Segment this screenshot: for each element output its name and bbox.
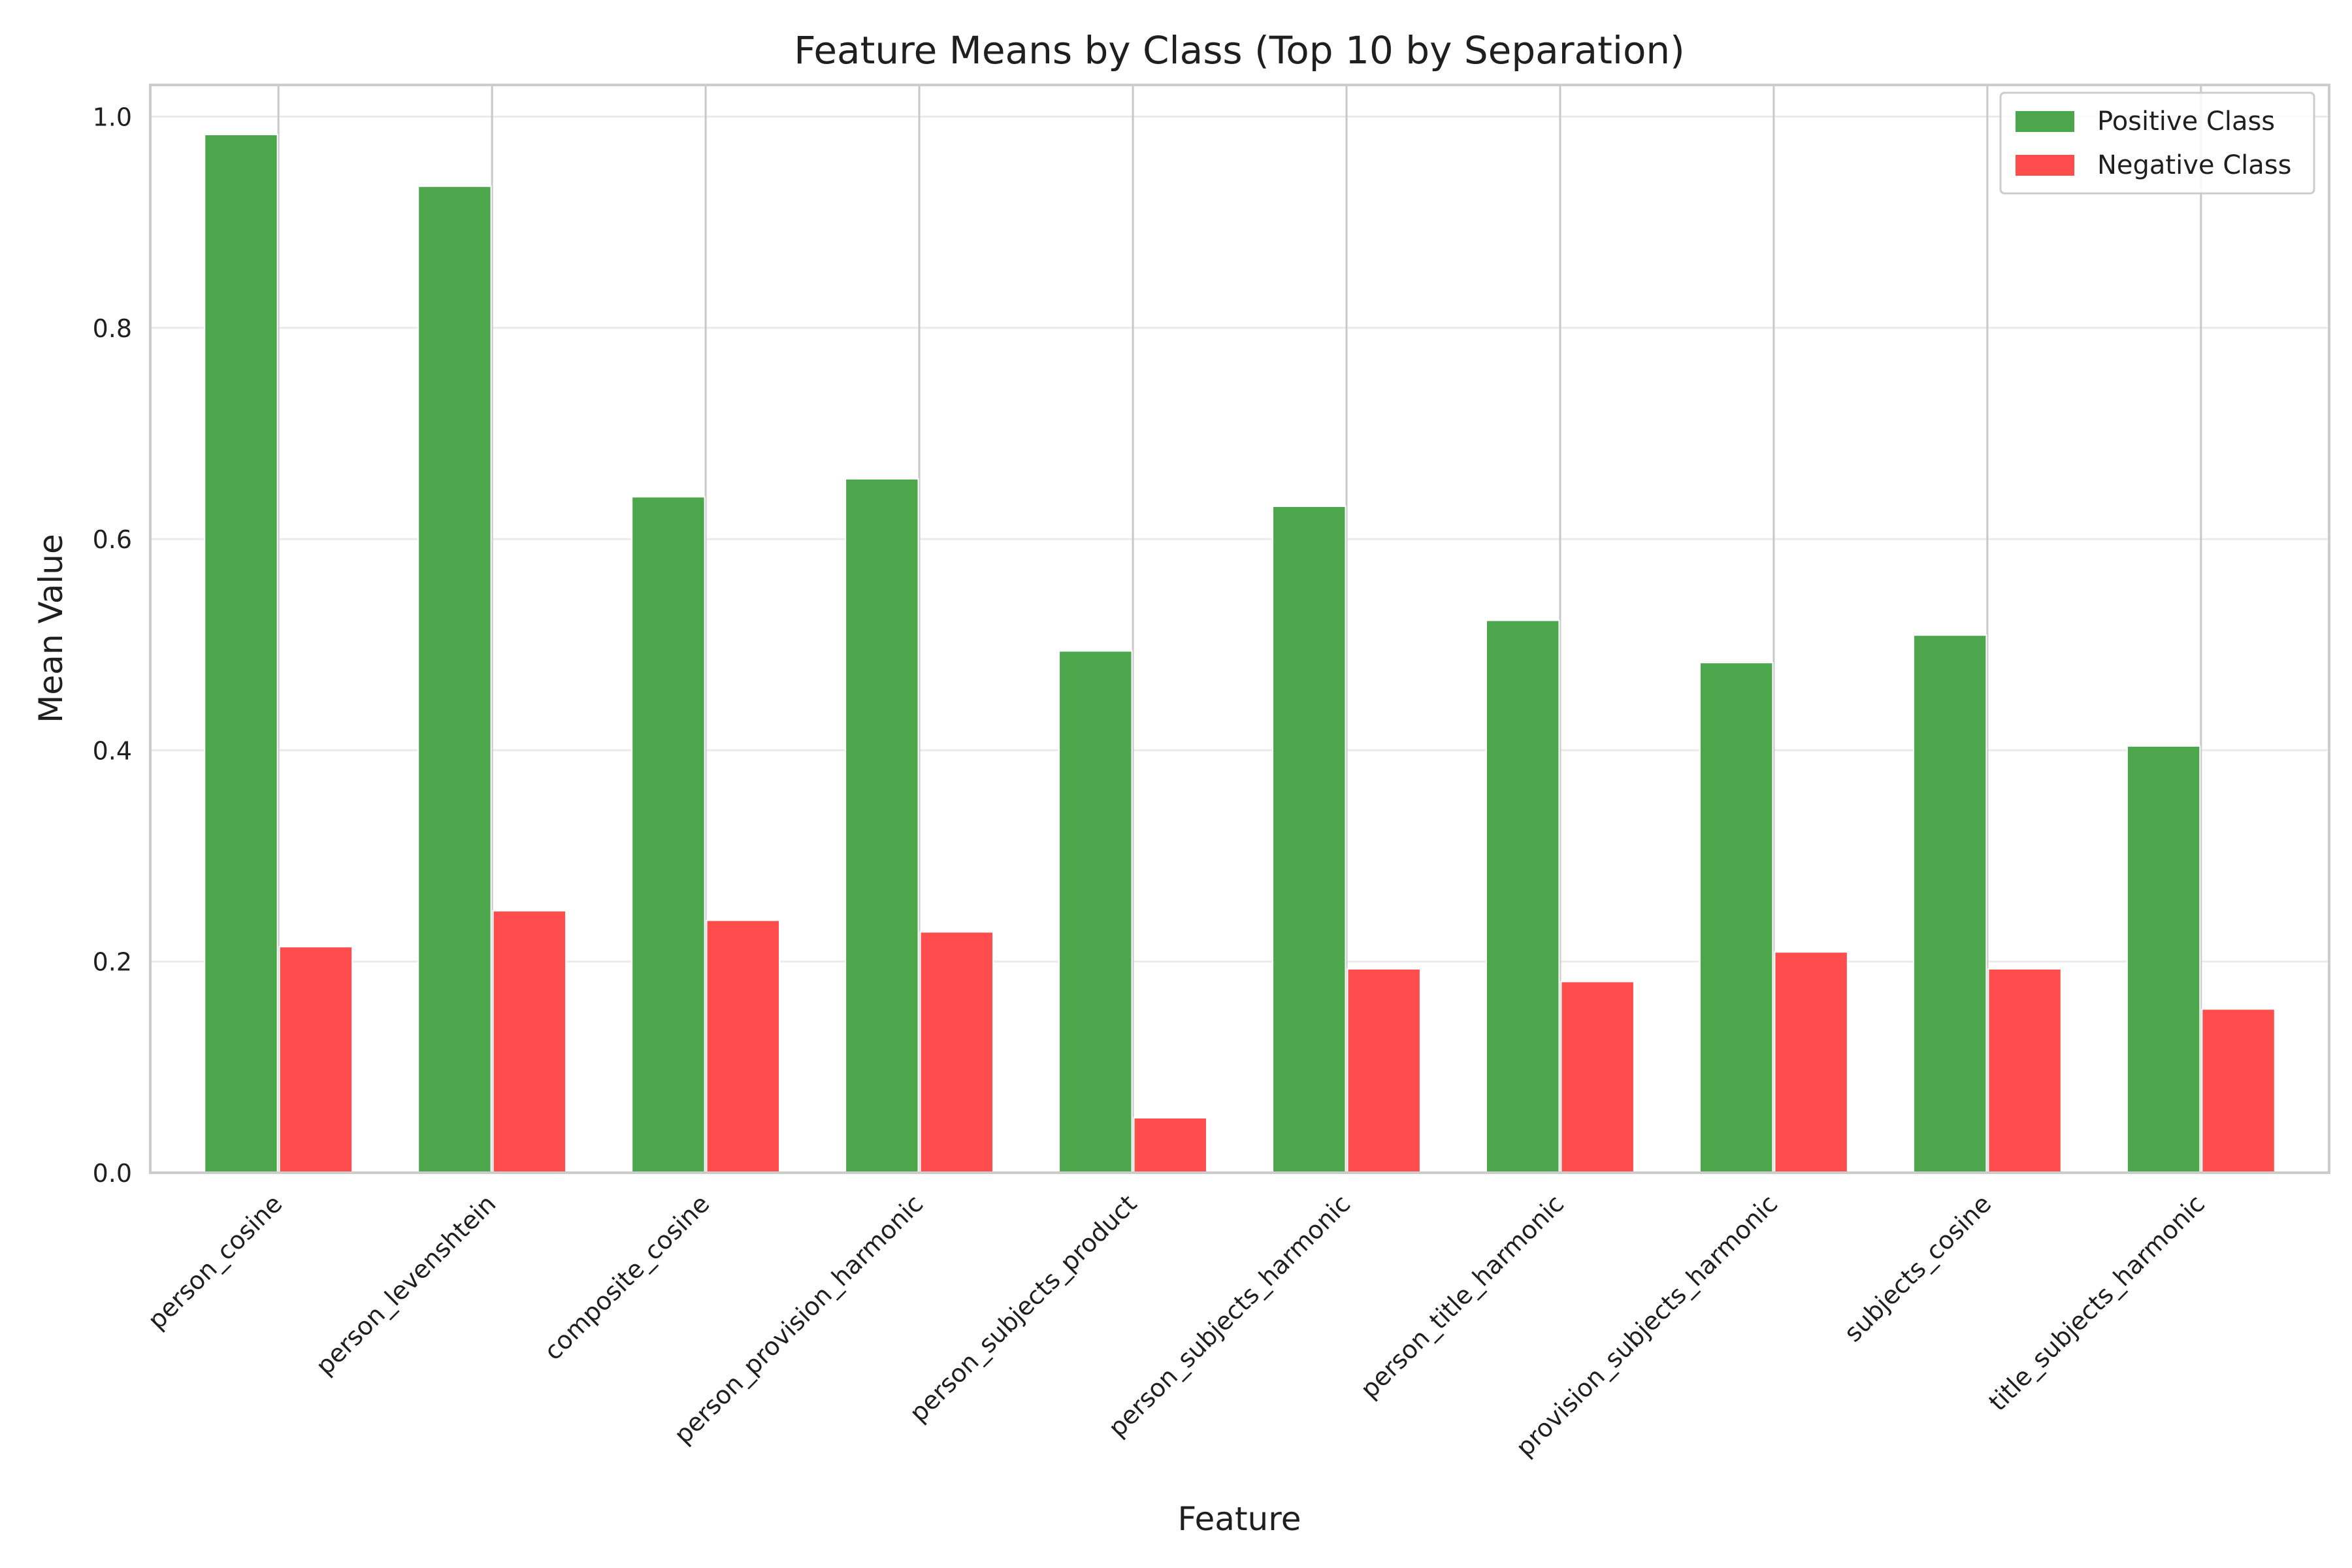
bar-negative [919,931,994,1173]
bar-positive [1486,619,1560,1173]
bar-positive [1912,634,1987,1173]
bar-negative [1987,968,2062,1173]
y-tick-label: 0.8 [93,314,132,343]
legend-swatch-negative [2016,155,2074,176]
x-axis-label: Feature [1178,1500,1301,1538]
plot-frame [149,84,2330,1174]
bar-negative [1560,981,1635,1173]
bar-positive [2126,745,2201,1173]
legend-box [1999,91,2315,195]
bar-positive [417,186,492,1174]
bar-negative [2201,1008,2276,1174]
legend: Positive Class Negative Class [1999,91,2315,195]
bar-negative [492,910,567,1174]
bar-positive [1699,662,1774,1173]
bar-positive [1058,650,1133,1173]
y-tick-label: 0.0 [93,1159,132,1188]
y-axis-label: Mean Value [32,534,70,723]
bar-negative [1347,968,1421,1173]
bar-negative [706,919,781,1174]
legend-label-positive: Positive Class [2097,106,2275,137]
y-tick-label: 1.0 [93,103,132,131]
bar-positive [845,478,919,1173]
bar-positive [204,133,278,1174]
chart-title: Feature Means by Class (Top 10 by Separa… [794,28,1685,73]
y-tick-label: 0.6 [93,525,132,554]
y-axis-ticks: 0.0 0.2 0.4 0.6 0.8 1.0 [93,103,132,1188]
grid-lines [150,85,2329,1174]
y-tick-label: 0.4 [93,736,132,765]
bar-positive [1272,505,1347,1173]
legend-swatch-positive [2016,111,2074,132]
bar-negative [1133,1117,1207,1174]
bar-negative [1774,951,1848,1174]
y-tick-label: 0.2 [93,948,132,977]
bars [204,133,2276,1174]
bar-negative [278,946,353,1174]
bar-positive [631,496,706,1173]
legend-label-negative: Negative Class [2097,150,2291,180]
